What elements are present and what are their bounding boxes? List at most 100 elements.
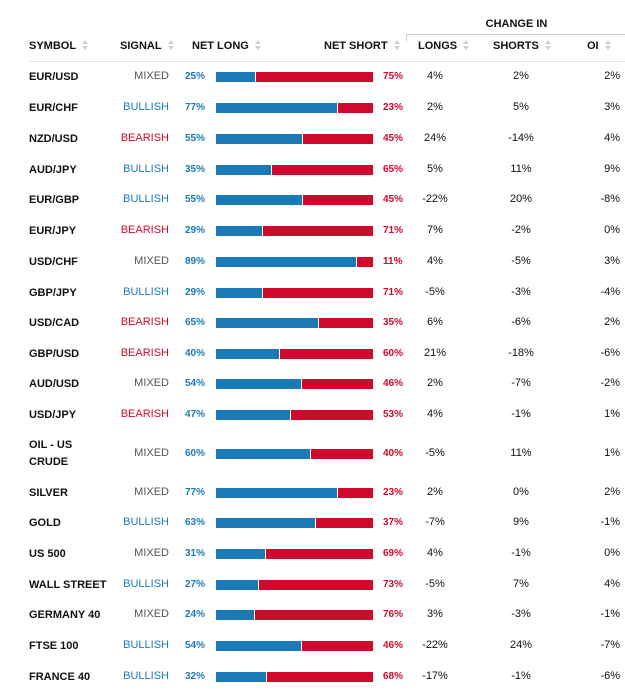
change-shorts-cell: -5% — [511, 255, 531, 267]
change-longs-cell: 4% — [427, 547, 443, 559]
net-long-bar — [216, 549, 265, 559]
symbol-cell[interactable]: USD/CAD — [29, 317, 80, 329]
signal-cell: BULLISH — [123, 516, 169, 528]
table-row[interactable]: FTSE 100 BULLISH 54% 46% -22% 24% -7% — [0, 638, 625, 654]
change-shorts-cell: 9% — [513, 516, 529, 528]
symbol-cell[interactable]: USD/CHF — [29, 256, 78, 268]
change-longs-cell: -22% — [422, 639, 448, 651]
long-short-ratio-bar — [216, 410, 373, 420]
table-row[interactable]: FRANCE 40 BULLISH 32% 68% -17% -1% -6% — [0, 669, 625, 685]
table-row[interactable]: GERMANY 40 MIXED 24% 76% 3% -3% -1% — [0, 607, 625, 623]
net-short-value: 76% — [383, 609, 404, 620]
net-short-bar — [356, 257, 373, 267]
sort-icon[interactable] — [82, 40, 89, 50]
sort-icon[interactable] — [254, 40, 262, 50]
symbol-cell[interactable]: NZD/USD — [29, 133, 78, 145]
header-longs[interactable]: LONGS — [418, 40, 470, 54]
symbol-cell[interactable]: EUR/CHF — [29, 102, 78, 114]
net-long-bar — [216, 349, 279, 359]
symbol-cell[interactable]: US 500 — [29, 548, 66, 560]
net-short-bar — [290, 410, 373, 420]
table-row[interactable]: AUD/USD MIXED 54% 46% 2% -7% -2% — [0, 376, 625, 392]
net-long-bar — [216, 165, 271, 175]
header-net-short[interactable]: NET SHORT — [324, 40, 401, 54]
net-long-bar — [216, 518, 315, 528]
symbol-cell[interactable]: SILVER — [29, 487, 68, 499]
symbol-cell[interactable]: EUR/USD — [29, 71, 79, 83]
change-longs-cell: 2% — [427, 377, 443, 389]
net-short-value: 37% — [383, 517, 404, 528]
net-short-value: 71% — [383, 287, 404, 298]
sort-icon[interactable] — [167, 40, 175, 50]
net-short-bar — [319, 318, 373, 328]
long-short-ratio-bar — [216, 580, 373, 590]
symbol-cell[interactable]: FTSE 100 — [29, 640, 79, 652]
symbol-cell[interactable]: OIL - US CRUDE — [29, 439, 73, 468]
symbol-cell[interactable]: GERMANY 40 — [29, 609, 101, 621]
bar-separator — [255, 72, 257, 82]
symbol-cell[interactable]: AUD/JPY — [29, 164, 77, 176]
header-signal[interactable]: SIGNAL — [120, 40, 175, 54]
net-long-bar — [216, 488, 337, 498]
table-row[interactable]: USD/CHF MIXED 89% 11% 4% -5% 3% — [0, 254, 625, 270]
net-short-value: 65% — [383, 164, 404, 175]
change-oi-cell: 0% — [604, 547, 620, 559]
long-short-ratio-bar — [216, 226, 373, 236]
table-row[interactable]: NZD/USD BEARISH 55% 45% 24% -14% 4% — [0, 131, 625, 147]
table-row[interactable]: GBP/USD BEARISH 40% 60% 21% -18% -6% — [0, 346, 625, 362]
symbol-cell[interactable]: EUR/JPY — [29, 225, 77, 237]
signal-cell: MIXED — [134, 70, 169, 82]
table-row[interactable]: OIL - US CRUDE MIXED 60% 40% -5% 11% 1% — [0, 439, 625, 468]
signal-cell: BEARISH — [120, 408, 169, 420]
net-long-value: 40% — [185, 348, 206, 359]
table-row[interactable]: USD/CAD BEARISH 65% 35% 6% -6% 2% — [0, 315, 625, 331]
change-longs-cell: 6% — [427, 316, 443, 328]
change-longs-cell: 4% — [427, 255, 443, 267]
symbol-cell[interactable]: GBP/USD — [29, 348, 80, 360]
sort-icon[interactable] — [604, 40, 612, 50]
net-long-value: 32% — [185, 671, 206, 682]
net-long-value: 63% — [185, 517, 206, 528]
signal-cell: BEARISH — [120, 316, 169, 328]
bar-separator — [336, 103, 338, 113]
signal-cell: MIXED — [134, 447, 169, 459]
header-shorts[interactable]: SHORTS — [493, 40, 552, 54]
symbol-cell[interactable]: USD/JPY — [29, 409, 77, 421]
symbol-cell[interactable]: GBP/JPY — [29, 287, 77, 299]
table-row[interactable]: SILVER MIXED 77% 23% 2% 0% 2% — [0, 485, 625, 501]
change-shorts-cell: -18% — [508, 347, 534, 359]
net-short-bar — [254, 610, 373, 620]
table-row[interactable]: EUR/GBP BULLISH 55% 45% -22% 20% -8% — [0, 192, 625, 208]
symbol-cell[interactable]: GOLD — [29, 517, 61, 529]
table-row[interactable]: USD/JPY BEARISH 47% 53% 4% -1% 1% — [0, 407, 625, 423]
net-short-value: 46% — [383, 640, 404, 651]
symbol-cell[interactable]: EUR/GBP — [29, 194, 80, 206]
sort-icon[interactable] — [393, 40, 401, 50]
header-net-short-label: NET SHORT — [324, 40, 388, 52]
table-row[interactable]: GOLD BULLISH 63% 37% -7% 9% -1% — [0, 515, 625, 531]
table-row[interactable]: AUD/JPY BULLISH 35% 65% 5% 11% 9% — [0, 162, 625, 178]
net-short-value: 35% — [383, 317, 404, 328]
symbol-cell[interactable]: FRANCE 40 — [29, 671, 91, 683]
table-row[interactable]: EUR/USD MIXED 25% 75% 4% 2% 2% — [0, 69, 625, 85]
net-long-bar — [216, 72, 256, 82]
net-long-bar — [216, 641, 301, 651]
table-row[interactable]: EUR/CHF BULLISH 77% 23% 2% 5% 3% — [0, 100, 625, 116]
symbol-cell[interactable]: WALL STREET — [29, 579, 107, 591]
header-net-long[interactable]: NET LONG — [192, 40, 262, 54]
change-oi-cell: 4% — [604, 578, 620, 590]
symbol-cell[interactable]: AUD/USD — [29, 378, 80, 390]
table-row[interactable]: US 500 MIXED 31% 69% 4% -1% 0% — [0, 546, 625, 562]
table-row[interactable]: WALL STREET BULLISH 27% 73% -5% 7% 4% — [0, 577, 625, 593]
change-oi-cell: 4% — [604, 132, 620, 144]
bar-separator — [300, 379, 302, 389]
change-longs-cell: 21% — [423, 347, 447, 359]
change-shorts-cell: 0% — [513, 486, 529, 498]
table-row[interactable]: GBP/JPY BULLISH 29% 71% -5% -3% -4% — [0, 285, 625, 301]
change-shorts-cell: 7% — [513, 578, 529, 590]
header-symbol[interactable]: SYMBOL — [29, 40, 89, 54]
sort-icon[interactable] — [544, 40, 552, 50]
table-row[interactable]: EUR/JPY BEARISH 29% 71% 7% -2% 0% — [0, 223, 625, 239]
sort-icon[interactable] — [463, 40, 470, 50]
header-oi[interactable]: OI — [587, 40, 612, 54]
